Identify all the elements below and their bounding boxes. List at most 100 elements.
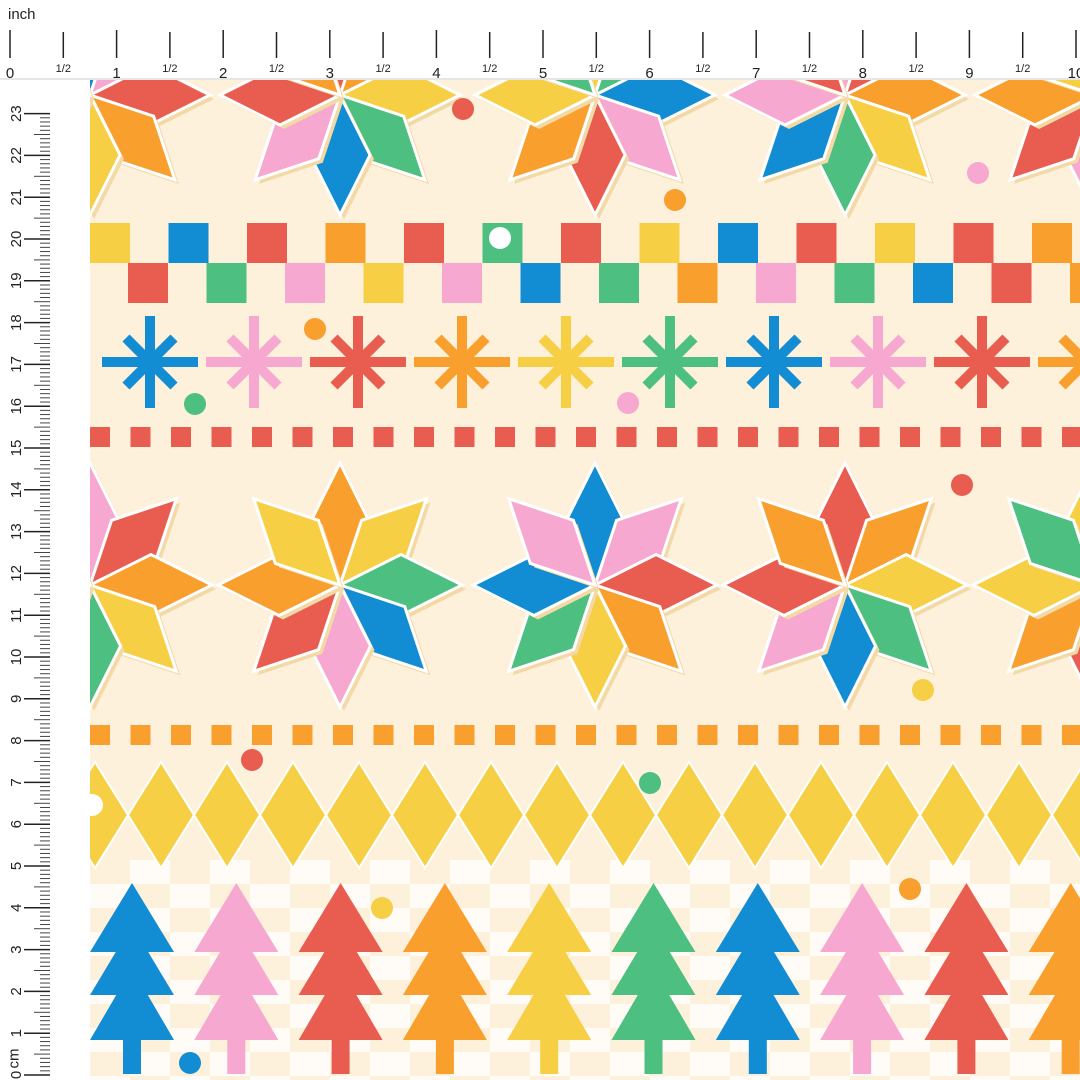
dash-square <box>900 725 920 745</box>
ruler-label: 10 <box>8 649 25 666</box>
ruler-label: 0 <box>8 1071 25 1079</box>
star-petal <box>216 80 344 127</box>
ruler-label: 3 <box>326 65 334 80</box>
tree-tier <box>194 968 279 1040</box>
confetti-dot <box>639 772 661 794</box>
snowflake <box>206 316 302 408</box>
yellow-diamond <box>786 760 856 870</box>
snowflake <box>622 316 718 408</box>
tree-tier <box>611 925 696 995</box>
yellow-diamond <box>522 760 592 870</box>
tree-trunk <box>227 1038 246 1074</box>
tree <box>194 883 279 1074</box>
tree-tier <box>507 925 592 995</box>
dash-square <box>171 427 191 447</box>
tree-tier <box>402 925 487 995</box>
confetti-dot <box>664 189 686 211</box>
confetti-dot <box>489 227 511 249</box>
dash-square <box>495 725 515 745</box>
dash-square <box>778 725 799 745</box>
tree <box>90 883 174 1074</box>
checker-cell <box>690 908 730 932</box>
ruler-label: 2 <box>8 987 25 995</box>
ruler-label: 22 <box>8 147 25 164</box>
confetti-dot <box>899 878 921 900</box>
tree-tier <box>90 883 174 952</box>
tree <box>1028 883 1080 1074</box>
checker-cell <box>650 1076 690 1080</box>
tree <box>611 883 696 1074</box>
dash-square <box>454 427 475 447</box>
checker-cell <box>370 1004 410 1028</box>
dash-square <box>252 725 272 745</box>
dash-square <box>1062 725 1080 745</box>
checker-cell <box>370 860 410 884</box>
checker-cell <box>770 1052 810 1076</box>
checker-cell <box>770 860 810 884</box>
snowflake-arm <box>746 334 802 390</box>
star-petal <box>756 496 848 588</box>
ruler-label: 7 <box>752 65 760 80</box>
tree-trunk <box>1061 1038 1080 1074</box>
tree-tier <box>924 968 1009 1040</box>
tree-tier <box>194 883 279 952</box>
dash-square <box>657 427 677 447</box>
confetti-dot <box>304 318 326 340</box>
yellow-diamond <box>588 760 658 870</box>
checker-cell <box>970 1076 1010 1080</box>
ruler-label: 9 <box>8 695 25 703</box>
tree-trunk <box>540 1038 559 1074</box>
checker-cell <box>450 1052 490 1076</box>
yellow-diamond <box>1050 768 1080 862</box>
dash-square <box>211 725 232 745</box>
checker-cell <box>810 884 850 908</box>
tree-trunk <box>644 1038 663 1074</box>
tree <box>820 883 905 1074</box>
checker-cell <box>570 1076 610 1080</box>
checker-square <box>639 223 680 263</box>
ruler-label: 11 <box>8 607 25 623</box>
dash-square <box>535 427 556 447</box>
snowflake <box>310 316 406 408</box>
checker-square <box>325 223 366 263</box>
dash-square <box>900 427 920 447</box>
tree-tier <box>507 968 592 1040</box>
dash-square <box>778 427 799 447</box>
ruler-label: 23 <box>8 105 25 122</box>
dash-square <box>252 427 272 447</box>
dash-square <box>819 725 839 745</box>
tree <box>402 883 487 1074</box>
checker-cell <box>1010 1052 1050 1076</box>
ruler-label: 21 <box>8 189 25 206</box>
tree-tier <box>507 883 592 952</box>
dash-square <box>90 725 110 745</box>
ruler-label: 9 <box>965 65 973 80</box>
checker-square <box>756 263 796 303</box>
dash-square <box>373 725 394 745</box>
checker-cell <box>410 1076 450 1080</box>
ruler-label: 1/2 <box>482 63 497 75</box>
ruler-label: 15 <box>8 440 25 457</box>
yellow-diamond <box>918 760 988 870</box>
checker-square <box>128 263 168 303</box>
tree-tier <box>402 968 487 1040</box>
star-petal <box>251 496 343 588</box>
yellow-diamond <box>258 760 328 870</box>
ruler-label: 12 <box>8 565 25 582</box>
checker-cell <box>90 1076 130 1080</box>
checker-cell <box>690 1052 730 1076</box>
snowflake <box>414 316 510 408</box>
snowflake <box>830 316 926 408</box>
dash-square <box>616 725 637 745</box>
dash-square <box>738 725 758 745</box>
dash-square <box>616 427 637 447</box>
yellow-diamond <box>90 760 130 870</box>
star-petal <box>1006 496 1080 582</box>
checker-cell <box>610 1052 650 1076</box>
checker-square <box>796 223 837 263</box>
tree-tier <box>715 883 800 952</box>
star-petal <box>90 581 123 711</box>
tree-tier <box>924 883 1009 952</box>
